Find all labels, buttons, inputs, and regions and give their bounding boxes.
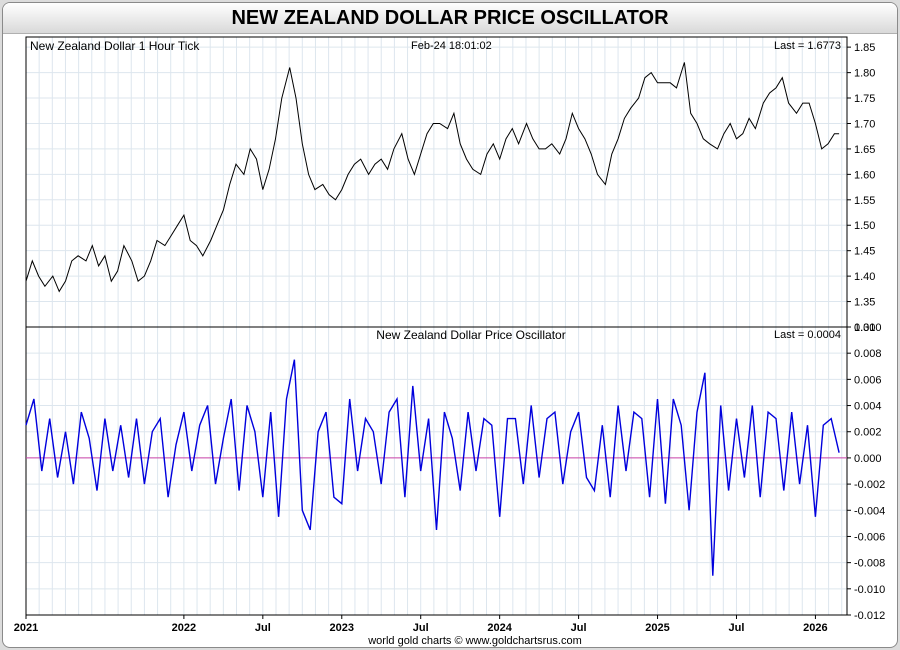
x-axis-tick-label: Jul bbox=[413, 622, 429, 634]
price-panel-frame bbox=[25, 36, 848, 328]
x-axis-tick-label: 2026 bbox=[803, 622, 827, 634]
x-axis-tick-label: Jul bbox=[571, 622, 587, 634]
oscillator-y-tick-label: 0.000 bbox=[854, 453, 882, 465]
price-timestamp: Feb-24 18:01:02 bbox=[411, 40, 492, 52]
price-series-line bbox=[25, 62, 840, 293]
price-y-tick-label: 1.65 bbox=[854, 144, 875, 156]
price-y-tick-label: 1.40 bbox=[854, 271, 875, 283]
x-axis-tick-label: 2022 bbox=[172, 622, 196, 634]
price-panel-title: New Zealand Dollar 1 Hour Tick bbox=[30, 39, 200, 53]
oscillator-y-tick-label: 0.004 bbox=[854, 401, 882, 413]
oscillator-last-value: Last = 0.0004 bbox=[774, 329, 841, 341]
oscillator-y-tick-label: -0.004 bbox=[854, 505, 885, 517]
x-axis-tick-label: 2023 bbox=[330, 622, 354, 634]
price-y-tick-label: 1.55 bbox=[854, 195, 875, 207]
price-y-tick-label: 1.35 bbox=[854, 297, 875, 309]
price-y-tick-label: 1.60 bbox=[854, 169, 875, 181]
oscillator-y-tick-label: -0.008 bbox=[854, 558, 885, 570]
oscillator-y-tick-label: -0.006 bbox=[854, 531, 885, 543]
oscillator-y-axis: 0.010 0.008 0.006 0.004 0.002 0.000 -0.002 -0.0… bbox=[847, 322, 885, 622]
oscillator-y-tick-label: -0.010 bbox=[854, 584, 885, 596]
price-y-tick-label: 1.85 bbox=[854, 42, 875, 54]
oscillator-panel-frame bbox=[25, 326, 848, 616]
x-axis-tick-label: 2025 bbox=[645, 622, 669, 634]
x-axis-tick-label: 2021 bbox=[14, 622, 38, 634]
price-y-tick-label: 1.30 bbox=[854, 322, 875, 334]
price-y-tick-label: 1.80 bbox=[854, 68, 875, 80]
oscillator-y-tick-label: -0.002 bbox=[854, 479, 885, 491]
oscillator-y-tick-label: 0.002 bbox=[854, 427, 882, 439]
x-axis-tick-label: Jul bbox=[729, 622, 745, 634]
oscillator-panel-title: New Zealand Dollar Price Oscillator bbox=[376, 328, 565, 342]
price-y-tick-label: 1.50 bbox=[854, 220, 875, 232]
oscillator-y-tick-label: 0.008 bbox=[854, 348, 882, 360]
oscillator-series-line bbox=[25, 359, 840, 576]
chart-canvas: 1.30 1.35 1.40 1.45 1.50 1.55 1.60 1.65 1.70 1.75… bbox=[14, 36, 885, 647]
price-y-axis: 1.30 1.35 1.40 1.45 1.50 1.55 1.60 1.65 1.70 1.75… bbox=[847, 42, 875, 334]
price-last-value: Last = 1.6773 bbox=[774, 40, 841, 52]
oscillator-y-tick-label: 0.006 bbox=[854, 374, 882, 386]
price-y-tick-label: 1.75 bbox=[854, 93, 875, 105]
price-panel-grid bbox=[25, 37, 847, 328]
oscillator-panel-grid bbox=[25, 326, 847, 616]
oscillator-y-tick-label: 0.010 bbox=[854, 322, 882, 334]
x-axis: 2021 2022 Jul 2023 Jul 2024 Jul 2025 Jul 2026 bbox=[14, 615, 828, 634]
x-axis-tick-label: Jul bbox=[255, 622, 271, 634]
price-y-tick-label: 1.70 bbox=[854, 118, 875, 130]
price-y-tick-label: 1.45 bbox=[854, 246, 875, 258]
oscillator-y-tick-label: -0.012 bbox=[854, 610, 885, 622]
page-title: NEW ZEALAND DOLLAR PRICE OSCILLATOR bbox=[3, 3, 897, 34]
x-axis-tick-label: 2024 bbox=[487, 622, 512, 634]
footer-credit: world gold charts © www.goldchartsrus.co… bbox=[367, 635, 582, 647]
